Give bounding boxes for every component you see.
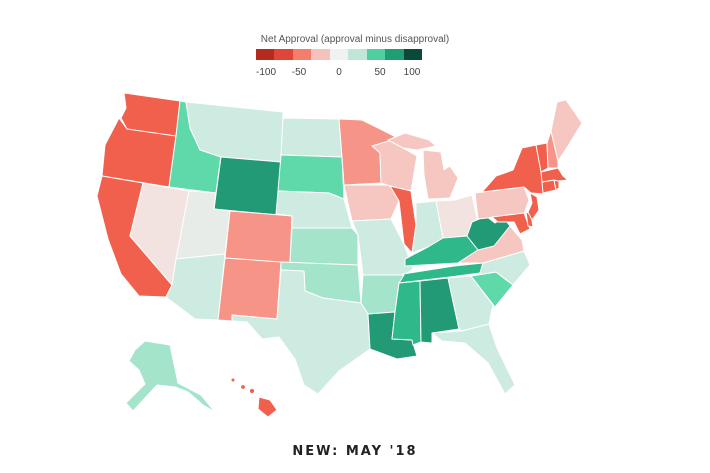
state-north-carolina[interactable]: [470, 250, 531, 286]
hawaii-island-big: [257, 396, 278, 418]
state-hawaii[interactable]: [230, 377, 278, 418]
legend-color-step: [329, 49, 349, 60]
state-maryland[interactable]: [491, 212, 531, 235]
legend-tick-mark: [380, 60, 381, 65]
legend-color-step: [403, 49, 422, 60]
state-florida[interactable]: [431, 323, 516, 395]
state-new-jersey[interactable]: [527, 192, 540, 221]
legend-tick-mark: [421, 60, 422, 65]
legend-label-neg-50: -50: [291, 67, 307, 78]
state-arizona[interactable]: [165, 253, 226, 321]
state-new-hampshire[interactable]: [546, 130, 559, 169]
state-maine[interactable]: [550, 99, 583, 162]
state-michigan-lower[interactable]: [422, 149, 459, 200]
legend-color-step: [274, 49, 293, 60]
legend-color-step: [366, 49, 386, 60]
legend-label-zero: 0: [336, 67, 342, 78]
state-missouri[interactable]: [351, 218, 414, 276]
state-new-york[interactable]: [481, 144, 546, 195]
state-massachusetts[interactable]: [540, 167, 569, 183]
state-michigan-upper[interactable]: [387, 132, 437, 151]
map-caption: NEW: MAY '18: [292, 444, 418, 459]
legend-color-step: [256, 49, 275, 60]
state-north-dakota[interactable]: [280, 117, 343, 158]
state-kansas[interactable]: [289, 227, 359, 266]
legend-color-bar: [256, 49, 422, 60]
legend-label-100: 100: [403, 67, 421, 78]
hawaii-island-oahu: [240, 384, 246, 390]
legend-title: Net Approval (approval minus disapproval…: [260, 34, 450, 45]
legend-label-50: 50: [374, 67, 386, 78]
legend-tick-mark: [256, 60, 257, 65]
state-wyoming[interactable]: [213, 156, 282, 216]
legend-tick-mark: [339, 60, 340, 65]
state-alaska[interactable]: [125, 340, 216, 413]
hawaii-island-maui: [248, 387, 256, 395]
hawaii-island-kauai: [230, 377, 236, 383]
legend-color-step: [292, 49, 312, 60]
state-colorado[interactable]: [224, 210, 293, 264]
legend-tick-mark: [297, 60, 298, 65]
state-texas[interactable]: [231, 269, 371, 395]
state-new-mexico[interactable]: [217, 257, 282, 322]
state-west-virginia[interactable]: [466, 215, 511, 251]
legend-color-step: [385, 49, 404, 60]
legend-color-step: [311, 49, 330, 60]
state-iowa[interactable]: [343, 184, 400, 222]
legend-label-neg-100: -100: [255, 67, 277, 78]
legend-color-step: [348, 49, 367, 60]
